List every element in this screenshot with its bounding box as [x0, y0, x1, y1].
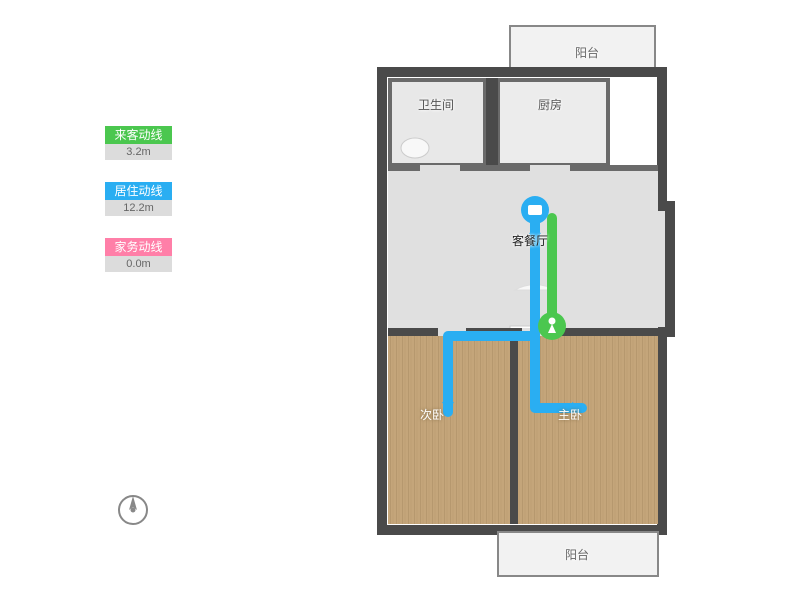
legend-label-living: 居住动线 [105, 182, 172, 200]
legend-panel: 来客动线 3.2m 居住动线 12.2m 家务动线 0.0m [105, 126, 175, 294]
label-balcony-bottom: 阳台 [565, 546, 589, 563]
label-bathroom: 卫生间 [418, 96, 454, 113]
label-balcony-top: 阳台 [575, 44, 599, 61]
label-bedroom-second: 次卧 [420, 406, 444, 423]
legend-label-guest: 来客动线 [105, 126, 172, 144]
legend-value-living: 12.2m [105, 200, 172, 216]
divider-vert [510, 332, 518, 524]
legend-value-chore: 0.0m [105, 256, 172, 272]
inner-wall-1 [486, 78, 498, 168]
floorplan: 阳台 卫生间 厨房 客餐厅 次卧 主卧 阳台 [360, 10, 680, 590]
label-living: 客餐厅 [512, 232, 548, 249]
living-ext [616, 212, 664, 326]
label-kitchen: 厨房 [538, 96, 562, 113]
marker-entry [538, 312, 566, 340]
toilet-icon [401, 138, 429, 158]
kitchen-room [498, 80, 608, 165]
legend-item-chore: 家务动线 0.0m [105, 238, 175, 272]
legend-label-chore: 家务动线 [105, 238, 172, 256]
legend-item-living: 居住动线 12.2m [105, 182, 175, 216]
label-bedroom-master: 主卧 [558, 406, 582, 423]
legend-value-guest: 3.2m [105, 144, 172, 160]
compass-icon [115, 492, 151, 533]
legend-item-guest: 来客动线 3.2m [105, 126, 175, 160]
